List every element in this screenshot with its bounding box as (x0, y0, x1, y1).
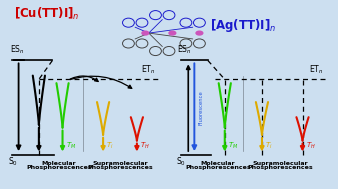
Text: Phosphorescences: Phosphorescences (185, 165, 251, 170)
Text: Molecular: Molecular (201, 161, 235, 166)
Text: S$_0$: S$_0$ (8, 156, 19, 168)
Text: [Cu(TT)I]$_n$: [Cu(TT)I]$_n$ (14, 6, 79, 22)
Circle shape (169, 31, 176, 35)
Text: [Ag(TT)I]$_n$: [Ag(TT)I]$_n$ (210, 17, 276, 34)
Text: $T_H$: $T_H$ (140, 141, 150, 151)
Text: $T_M$: $T_M$ (66, 141, 76, 151)
Text: Fluorescence: Fluorescence (198, 90, 203, 125)
Text: Supramolecular: Supramolecular (252, 161, 308, 166)
Circle shape (142, 31, 149, 35)
Text: ET$_n$: ET$_n$ (309, 64, 324, 76)
Text: $T_M$: $T_M$ (228, 141, 239, 151)
Text: $T_i$: $T_i$ (106, 141, 114, 151)
Text: $T_H$: $T_H$ (306, 141, 316, 151)
Circle shape (196, 31, 203, 35)
Text: ET$_n$: ET$_n$ (141, 64, 155, 76)
Text: ES$_n$: ES$_n$ (177, 43, 192, 56)
Text: Phosphorescences: Phosphorescences (247, 165, 313, 170)
Text: Phosphorescences: Phosphorescences (87, 165, 153, 170)
Text: Phosphorescences: Phosphorescences (26, 165, 92, 170)
Text: Molecular: Molecular (42, 161, 76, 166)
Text: Supramolecular: Supramolecular (92, 161, 148, 166)
Text: ES$_n$: ES$_n$ (10, 43, 25, 56)
Text: S$_0$: S$_0$ (176, 156, 187, 168)
Text: $T_i$: $T_i$ (265, 141, 273, 151)
